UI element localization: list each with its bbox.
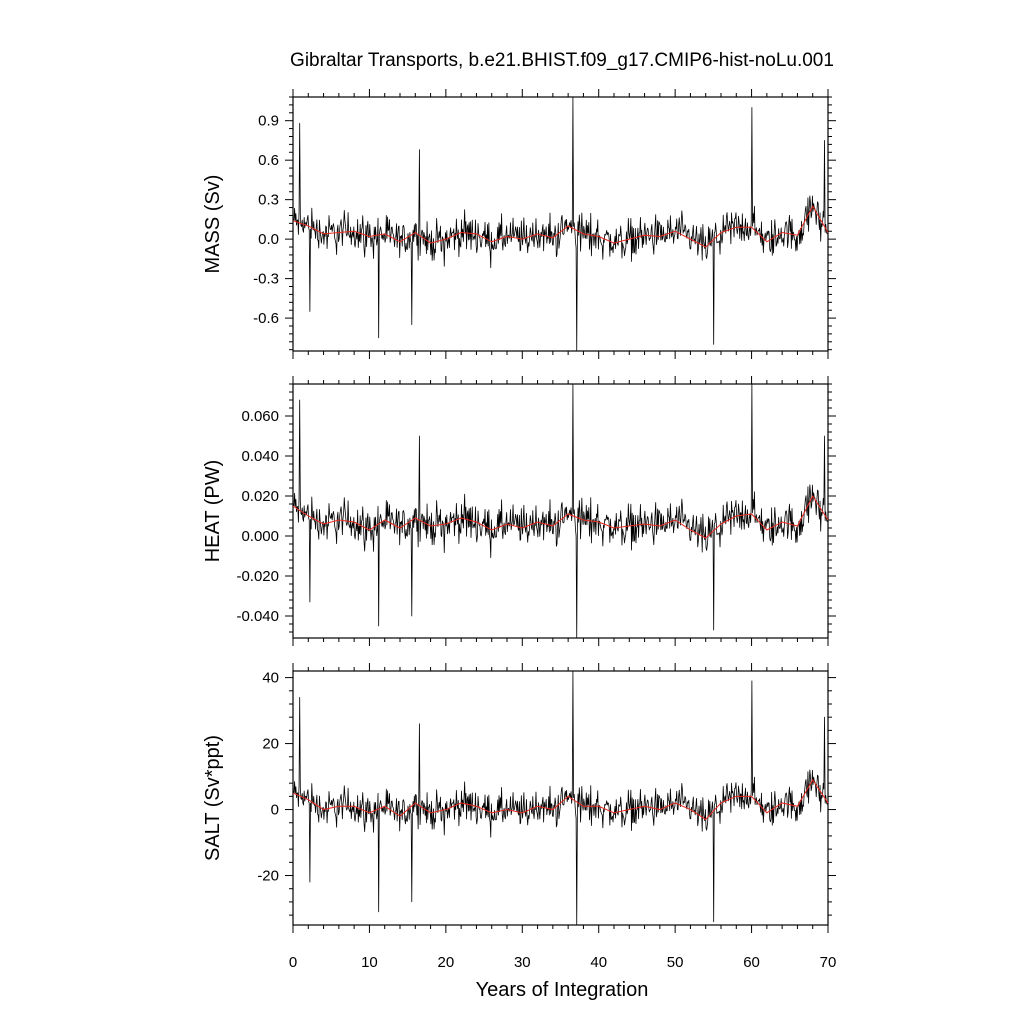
mass-plot-frame: [292, 96, 829, 352]
x-tick-label: 70: [820, 954, 837, 971]
x-tick-label: 0: [289, 954, 297, 971]
x-tick-label: 20: [438, 954, 455, 971]
x-tick-label: 60: [743, 954, 760, 971]
mass-y-axis-label: MASS (Sv): [202, 175, 224, 274]
mass-y-tick-label: -0.6: [253, 310, 279, 327]
salt-y-tick-label: 40: [262, 670, 279, 687]
chart-title: Gibraltar Transports, b.e21.BHIST.f09_g1…: [290, 50, 834, 71]
heat-y-tick-label: -0.020: [236, 568, 279, 585]
x-tick-label: 30: [514, 954, 531, 971]
x-tick-label: 50: [667, 954, 684, 971]
heat-y-tick-label: 0.020: [241, 488, 279, 505]
mass-monthly-series: [292, 96, 828, 352]
heat-annual-mean-series: [292, 494, 829, 539]
salt-y-tick-label: 20: [262, 736, 279, 753]
salt-y-tick-label: -20: [257, 868, 279, 885]
heat-y-tick-label: 0.040: [241, 448, 279, 465]
heat-monthly-series: [292, 383, 829, 639]
heat-y-tick-label: 0.000: [241, 528, 279, 545]
x-tick-label: 40: [590, 954, 607, 971]
salt-y-axis-label: SALT (Sv*ppt): [202, 735, 224, 861]
salt-annual-mean-series: [292, 778, 829, 821]
mass-y-tick-label: 0.6: [258, 152, 279, 169]
x-axis-label: Years of Integration: [476, 979, 649, 1001]
heat-y-tick-label: 0.060: [241, 408, 279, 425]
mass-annual-mean-series: [292, 205, 829, 248]
salt-y-tick-label: 0: [271, 802, 279, 819]
mass-y-tick-label: 0.9: [258, 113, 279, 130]
mass-y-tick-label: 0.0: [258, 231, 279, 248]
mass-y-tick-label: -0.3: [253, 271, 279, 288]
heat-plot-frame: [292, 383, 829, 639]
mass-y-tick-label: 0.3: [258, 192, 279, 209]
salt-plot-frame: [292, 670, 829, 926]
salt-monthly-series: [292, 670, 828, 926]
x-tick-label: 10: [361, 954, 378, 971]
heat-y-tick-label: -0.040: [236, 608, 279, 625]
heat-y-axis-label: HEAT (PW): [202, 460, 224, 563]
